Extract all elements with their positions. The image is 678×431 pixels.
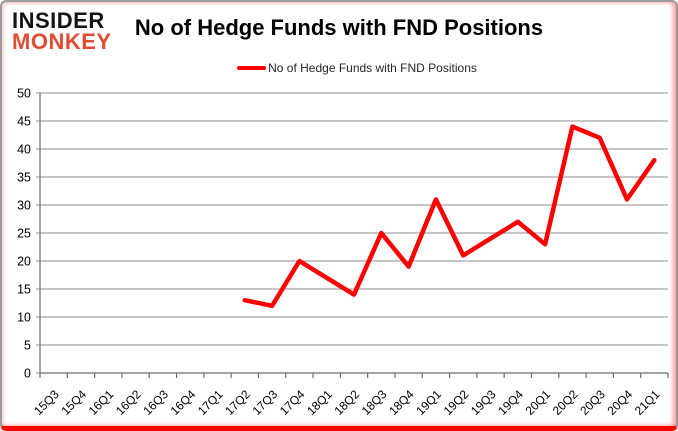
insider-monkey-logo: INSIDER MONKEY <box>12 8 112 54</box>
x-axis-label: 16Q3 <box>140 387 171 418</box>
x-axis-label: 20Q4 <box>605 387 636 418</box>
x-axis-label: 20Q2 <box>550 387 581 418</box>
x-axis-label: 18Q4 <box>386 387 417 418</box>
logo-insider-text: INSIDER <box>12 8 105 33</box>
y-axis-label: 15 <box>17 283 31 297</box>
y-axis-label: 50 <box>17 87 31 101</box>
legend-line-swatch <box>237 66 267 70</box>
x-axis-label: 20Q3 <box>577 387 608 418</box>
legend-label: No of Hedge Funds with FND Positions <box>268 61 477 75</box>
x-axis-label: 15Q3 <box>31 387 62 418</box>
logo-monkey-text: MONKEY <box>12 28 112 54</box>
x-axis-label: 19Q2 <box>441 387 472 418</box>
y-axis-label: 40 <box>17 143 31 157</box>
x-axis-label: 19Q4 <box>495 387 526 418</box>
series-line <box>242 124 657 309</box>
x-axis-label: 18Q1 <box>304 387 335 418</box>
y-axis-label: 30 <box>17 199 31 213</box>
y-axis-label: 25 <box>17 227 31 241</box>
x-axis-label: 16Q1 <box>86 387 117 418</box>
x-axis-label: 17Q1 <box>195 387 226 418</box>
y-axis-label: 10 <box>17 311 31 325</box>
x-axis-label: 18Q3 <box>359 387 390 418</box>
y-axis-label: 35 <box>17 171 31 185</box>
x-axis-label: 16Q4 <box>168 387 199 418</box>
x-axis-label: 17Q3 <box>250 387 281 418</box>
x-axis-label: 19Q1 <box>413 387 444 418</box>
x-axis-label: 16Q2 <box>113 387 144 418</box>
y-axis-label: 0 <box>24 367 31 381</box>
x-axis-label: 17Q4 <box>277 387 308 418</box>
y-axis-label: 20 <box>17 255 31 269</box>
x-axis-label: 21Q1 <box>632 387 663 418</box>
x-axis-label: 20Q1 <box>523 387 554 418</box>
x-axis-label: 15Q4 <box>58 387 89 418</box>
x-axis-label: 19Q3 <box>468 387 499 418</box>
chart-title: No of Hedge Funds with FND Positions <box>134 15 544 40</box>
x-axis-label: 17Q2 <box>222 387 253 418</box>
x-axis-label: 18Q2 <box>331 387 362 418</box>
y-axis-label: 45 <box>17 115 31 129</box>
legend: No of Hedge Funds with FND Positions <box>20 61 676 75</box>
y-axis-label: 5 <box>24 339 31 353</box>
